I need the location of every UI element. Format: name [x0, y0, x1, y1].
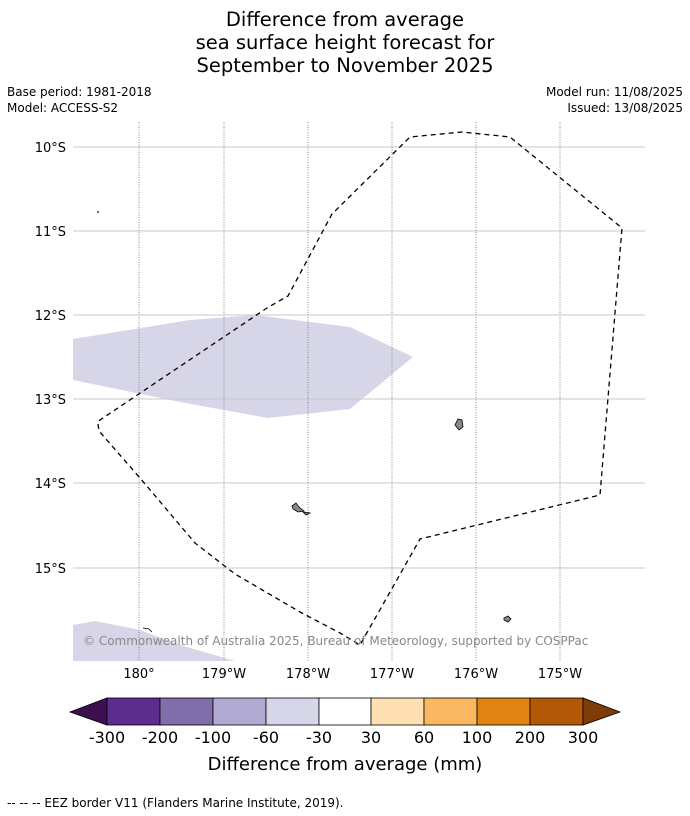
lat-label: 10°S	[35, 141, 66, 156]
colorbar-tick: -60	[253, 728, 279, 747]
colorbar-swatch	[370, 697, 425, 726]
colorbar-swatch	[265, 697, 320, 726]
colorbar-tick: 300	[568, 728, 599, 747]
colorbar-swatch	[476, 697, 531, 726]
island-west-a	[291, 502, 305, 513]
lon-label: 175°W	[538, 667, 582, 682]
meta-left: Base period: 1981-2018 Model: ACCESS-S2	[7, 84, 152, 116]
lat-label: 15°S	[35, 562, 66, 577]
lat-label: 13°S	[35, 393, 66, 408]
colorbar-extend-high	[582, 697, 622, 726]
lat-label: 12°S	[35, 309, 66, 324]
lon-label: 176°W	[454, 667, 498, 682]
colorbar-tick: -300	[89, 728, 125, 747]
latitude-labels: 10°S 11°S 12°S 13°S 14°S 15°S	[35, 141, 66, 577]
lat-label: 11°S	[35, 225, 66, 240]
eez-border	[97, 131, 623, 646]
anomaly-region-main	[73, 315, 413, 418]
colorbar-extend-low	[68, 697, 108, 726]
meta-right: Model run: 11/08/2025 Issued: 13/08/2025	[546, 84, 683, 116]
base-period: Base period: 1981-2018	[7, 85, 152, 99]
model-name: Model: ACCESS-S2	[7, 101, 119, 115]
colorbar-tick: 30	[361, 728, 381, 747]
colorbar-swatch	[212, 697, 267, 726]
latitude-gridlines	[73, 146, 645, 569]
title-line-1: Difference from average	[225, 8, 465, 31]
colorbar-title: Difference from average (mm)	[208, 754, 483, 775]
lon-label: 178°W	[286, 667, 330, 682]
model-run: Model run: 11/08/2025	[545, 85, 683, 99]
lon-label: 177°W	[370, 667, 414, 682]
colorbar-tick: -200	[142, 728, 178, 747]
colorbar-swatch	[423, 697, 478, 726]
islet-northwest	[97, 211, 99, 213]
colorbar-swatch	[106, 697, 161, 726]
lon-label: 180°	[123, 667, 154, 682]
island-west-b	[301, 511, 312, 516]
colorbar-tick: 100	[462, 728, 493, 747]
colorbar-tick: -30	[306, 728, 332, 747]
colorbar-swatch	[159, 697, 214, 726]
colorbar-swatch	[529, 697, 584, 726]
island-southeast	[503, 615, 512, 623]
anomaly-region-south	[73, 621, 235, 661]
colorbar-swatch	[318, 697, 372, 726]
island-east	[454, 418, 464, 431]
title-line-3: September to November 2025	[196, 54, 494, 77]
colorbar-tick: 200	[515, 728, 546, 747]
islands	[97, 211, 512, 633]
lon-label: 179°W	[202, 667, 246, 682]
lat-label: 14°S	[35, 477, 66, 492]
longitude-labels: 180° 179°W 178°W 177°W 176°W 175°W	[123, 667, 582, 682]
title-line-2: sea surface height forecast for	[195, 31, 495, 54]
issued-date: Issued: 13/08/2025	[567, 101, 683, 115]
copyright-text: © Commonwealth of Australia 2025, Bureau…	[83, 634, 588, 648]
colorbar-tick: -100	[195, 728, 231, 747]
colorbar-tick: 60	[414, 728, 434, 747]
colorbar-ticks: -300 -200 -100 -60 -30 30 60 100 200 300	[89, 728, 598, 747]
map-title: Difference from average sea surface heig…	[0, 8, 690, 77]
islet-south	[142, 627, 153, 633]
eez-footnote: -- -- -- EEZ border V11 (Flanders Marine…	[7, 796, 344, 810]
colorbar	[68, 697, 622, 726]
